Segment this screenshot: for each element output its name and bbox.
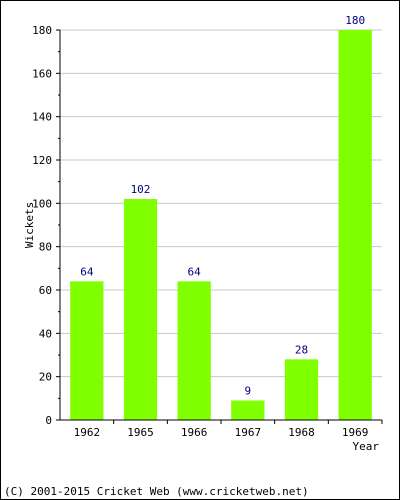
y-axis-title: Wickets bbox=[23, 202, 36, 248]
data-label: 9 bbox=[245, 385, 252, 398]
x-axis-ticks: 1962 1965 1966 1967 1968 1969 bbox=[74, 420, 383, 439]
grid-lines bbox=[60, 29, 382, 378]
x-tick-label: 1969 bbox=[342, 426, 369, 439]
axes bbox=[59, 30, 382, 421]
y-tick-label: 180 bbox=[32, 24, 52, 37]
data-label: 64 bbox=[80, 265, 94, 278]
y-tick-label: 40 bbox=[39, 327, 52, 340]
y-tick-label: 20 bbox=[39, 371, 52, 384]
copyright-footer: (C) 2001-2015 Cricket Web (www.cricketwe… bbox=[4, 485, 309, 498]
y-tick-label: 120 bbox=[32, 154, 52, 167]
y-tick-label: 100 bbox=[32, 197, 52, 210]
y-axis-ticks: 0 20 40 60 80 100 120 140 160 180 bbox=[32, 24, 60, 427]
x-tick-label: 1966 bbox=[181, 426, 208, 439]
data-label: 102 bbox=[131, 183, 151, 196]
y-tick-label: 60 bbox=[39, 284, 52, 297]
x-tick-label: 1967 bbox=[235, 426, 262, 439]
y-tick-label: 0 bbox=[45, 414, 52, 427]
y-tick-label: 140 bbox=[32, 111, 52, 124]
x-tick-label: 1965 bbox=[127, 426, 154, 439]
bar-1962 bbox=[70, 281, 104, 420]
data-label: 28 bbox=[295, 343, 308, 356]
bar-1968 bbox=[284, 359, 319, 420]
bar-1965 bbox=[123, 199, 158, 420]
x-tick-label: 1968 bbox=[288, 426, 315, 439]
bar-1967 bbox=[231, 400, 265, 420]
x-axis-title: Year bbox=[353, 440, 380, 453]
y-tick-label: 160 bbox=[32, 67, 52, 80]
bar-1969 bbox=[338, 30, 372, 420]
y-tick-label: 80 bbox=[39, 241, 52, 254]
bars bbox=[70, 30, 372, 420]
bar-1966 bbox=[177, 281, 211, 420]
data-label: 180 bbox=[345, 14, 365, 27]
data-label: 64 bbox=[188, 265, 202, 278]
x-tick-label: 1962 bbox=[74, 426, 101, 439]
data-labels: 64 102 64 9 28 180 bbox=[80, 14, 365, 398]
